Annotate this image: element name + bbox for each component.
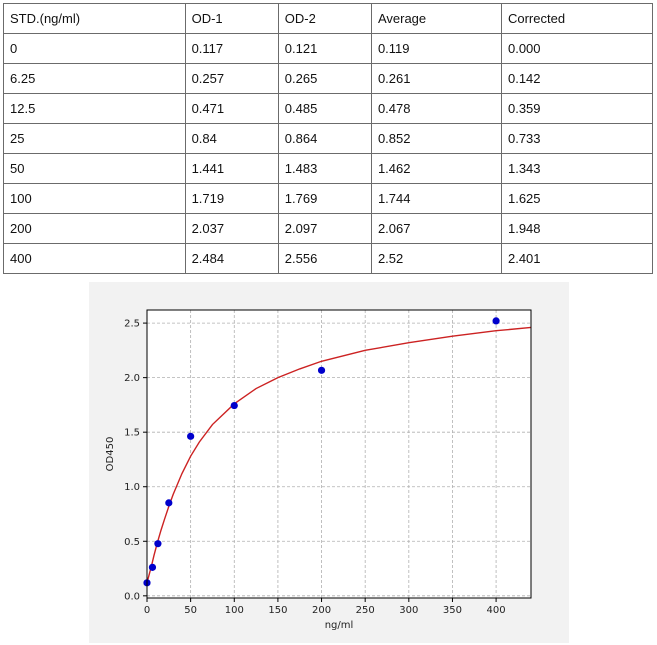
y-tick-label: 0.0	[124, 591, 140, 602]
table-cell: 0.864	[277, 123, 372, 154]
table-row: 100 1.719 1.769 1.744 1.625	[3, 183, 654, 214]
x-tick-label: 300	[399, 605, 418, 616]
y-tick-label: 2.5	[124, 319, 140, 330]
table-cell: 50	[3, 153, 186, 184]
table-cell: 0.359	[500, 93, 654, 124]
y-tick-label: 1.5	[124, 428, 140, 439]
table-cell: 0.000	[500, 33, 654, 64]
table-cell: 2.484	[184, 243, 279, 274]
table-cell: 1.948	[500, 213, 654, 244]
table-row: 400 2.484 2.556 2.52 2.401	[3, 243, 654, 274]
y-tick-label: 0.5	[124, 537, 140, 548]
x-tick-label: 250	[356, 605, 375, 616]
table-cell: 0.142	[500, 63, 654, 94]
column-header: Corrected	[500, 3, 654, 34]
table-cell: 2.037	[184, 213, 279, 244]
x-tick-label: 350	[443, 605, 462, 616]
table-cell: 0.119	[370, 33, 502, 64]
x-tick-label: 100	[225, 605, 244, 616]
table-cell: 0.117	[184, 33, 279, 64]
table-row: 0 0.117 0.121 0.119 0.000	[3, 33, 654, 64]
data-point	[230, 401, 238, 410]
table-cell: 1.769	[277, 183, 372, 214]
table-cell: 0.485	[277, 93, 372, 124]
table-cell: 0.852	[370, 123, 502, 154]
table-cell: 0	[3, 33, 186, 64]
table-cell: 0.478	[370, 93, 502, 124]
table-cell: 1.625	[500, 183, 654, 214]
table-cell: 0.265	[277, 63, 372, 94]
table-cell: 0.121	[277, 33, 372, 64]
standards-table: STD.(ng/ml) OD-1 OD-2 Average Corrected …	[3, 3, 654, 274]
table-cell: 0.471	[184, 93, 279, 124]
data-point	[148, 563, 157, 571]
table-cell: 0.84	[184, 123, 279, 154]
table-cell: 25	[3, 123, 186, 154]
standard-curve-chart: 0 50 100 150 200 250 300 350 400 0.0 0.5 1.0 1.5 2.0 2…	[105, 309, 532, 631]
table-row: 12.5 0.471 0.485 0.478 0.359	[3, 93, 654, 124]
table-cell: 0.733	[500, 123, 654, 154]
table-row: 25 0.84 0.864 0.852 0.733	[3, 123, 654, 154]
table-header-row: STD.(ng/ml) OD-1 OD-2 Average Corrected	[3, 3, 654, 34]
x-tick-label: 50	[184, 605, 197, 616]
y-tick-label: 2.0	[124, 373, 140, 384]
table-cell: 100	[3, 183, 186, 214]
x-tick-label: 200	[312, 605, 331, 616]
data-point	[317, 366, 326, 374]
x-axis-title: ng/ml	[325, 620, 354, 631]
table-cell: 0.261	[370, 63, 502, 94]
table-row: 50 1.441 1.483 1.462 1.343	[3, 153, 654, 184]
plot-frame	[146, 309, 532, 599]
table-cell: 2.52	[370, 243, 502, 274]
table-cell: 2.097	[277, 213, 372, 244]
table-cell: 1.744	[370, 183, 502, 214]
column-header: OD-1	[184, 3, 279, 34]
chart-panel: 0 50 100 150 200 250 300 350 400 0.0 0.5 1.0 1.5 2.0 2…	[89, 282, 569, 643]
data-point	[165, 499, 173, 507]
column-header: Average	[370, 3, 502, 34]
table-cell: 400	[3, 243, 186, 274]
table-row: 200 2.037 2.097 2.067 1.948	[3, 213, 654, 244]
table-cell: 2.556	[277, 243, 372, 274]
column-header: OD-2	[277, 3, 372, 34]
x-tick-label: 150	[268, 605, 287, 616]
x-tick-label: 0	[144, 605, 150, 616]
table-cell: 0.257	[184, 63, 279, 94]
table-cell: 2.401	[500, 243, 654, 274]
axis-ticks: 0 50 100 150 200 250 300 350 400 0.0 0.5 1.0 1.5 2.0 2…	[124, 319, 506, 616]
grid-lines	[146, 310, 531, 598]
data-point	[492, 317, 500, 325]
table-cell: 200	[3, 213, 186, 244]
table-cell: 1.343	[500, 153, 654, 184]
table-cell: 1.719	[184, 183, 279, 214]
x-tick-label: 400	[487, 605, 506, 616]
table-cell: 12.5	[3, 93, 186, 124]
plot-background	[147, 310, 531, 598]
column-header: STD.(ng/ml)	[3, 3, 186, 34]
y-axis-title: OD450	[105, 437, 116, 472]
table-cell: 1.462	[370, 153, 502, 184]
table-cell: 1.483	[277, 153, 372, 184]
y-tick-label: 1.0	[124, 482, 140, 493]
table-cell: 6.25	[3, 63, 186, 94]
data-point	[187, 432, 195, 440]
table-row: 6.25 0.257 0.265 0.261 0.142	[3, 63, 654, 94]
table-cell: 1.441	[184, 153, 279, 184]
data-point	[154, 540, 162, 548]
table-cell: 2.067	[370, 213, 502, 244]
